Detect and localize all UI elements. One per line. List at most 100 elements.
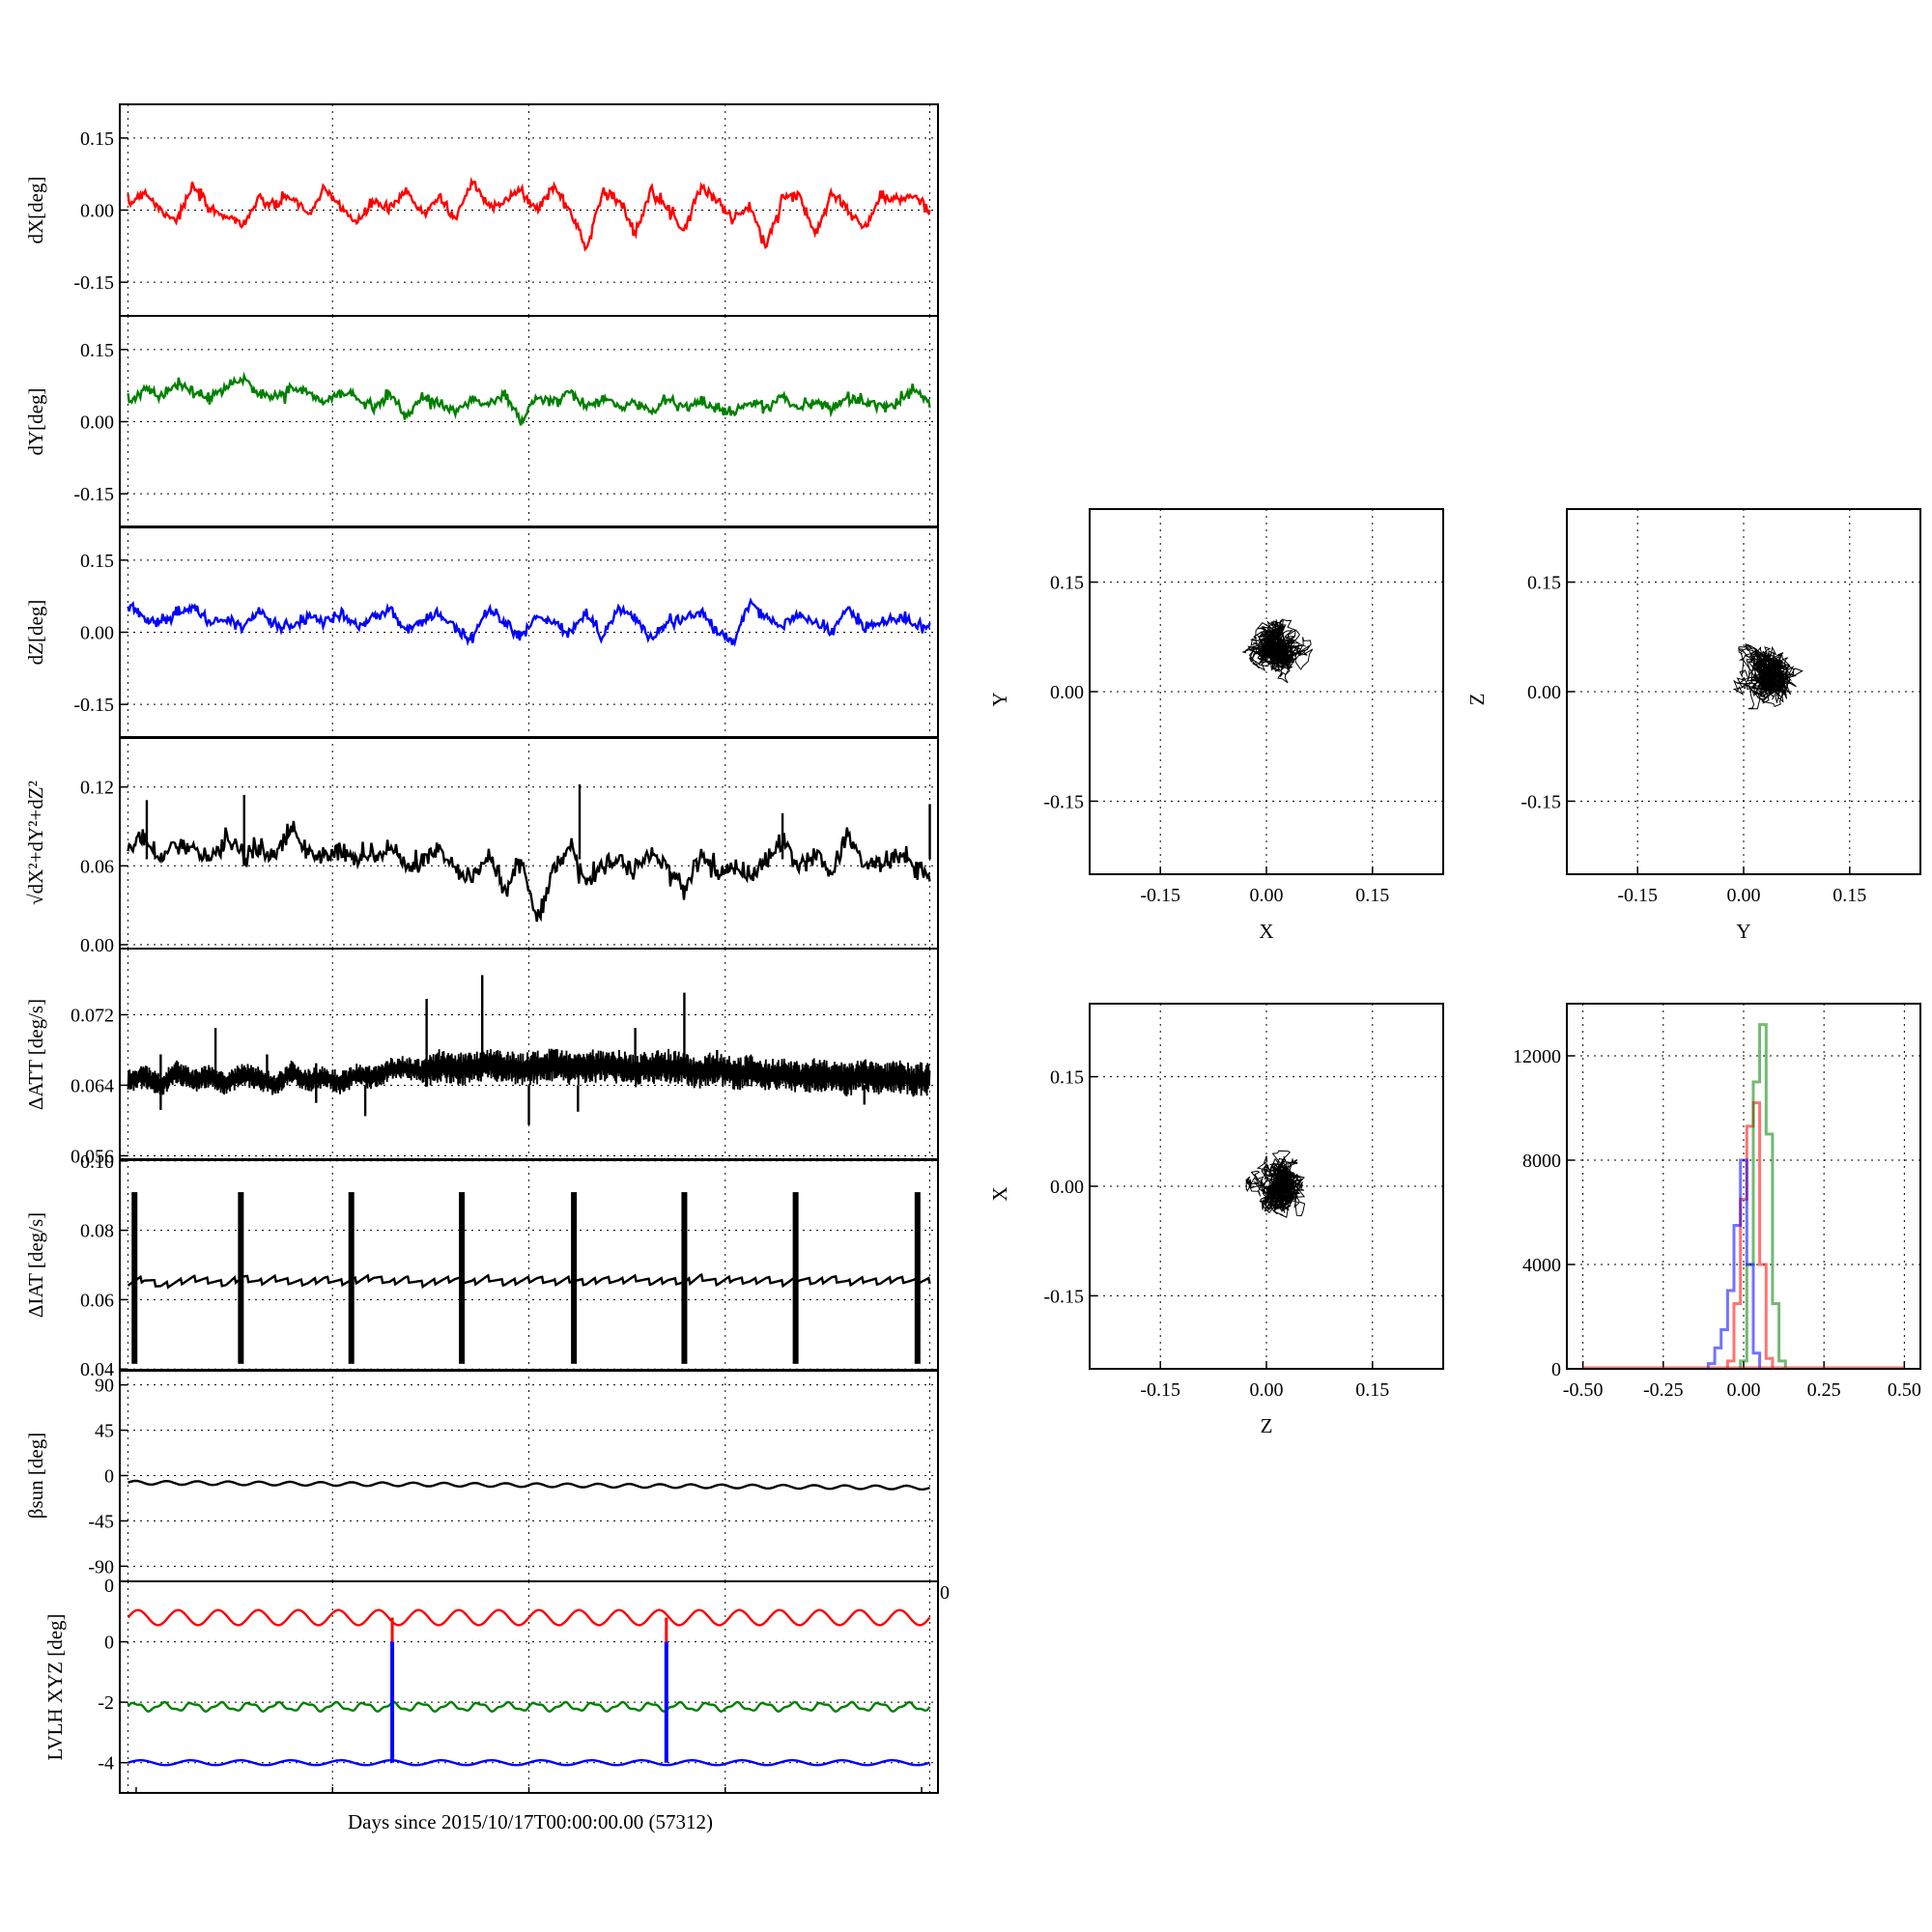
scatter-trace-scatterZX [1245,1150,1306,1218]
bottom-xlabel: Days since 2015/10/17T00:00:00.00 (57312… [348,1810,713,1833]
x-tick-label: 0.25 [1807,1379,1841,1401]
y-tick-label: -0.15 [73,272,114,294]
burst-4 [571,1192,578,1364]
x-tick-label: 0.15 [1355,885,1389,906]
x-tick-label: -0.15 [1140,885,1180,906]
y-tick-label: 0.15 [1527,573,1561,594]
series-line-beta [128,1479,930,1492]
y-tick-label: 0.06 [80,856,114,877]
panel-dY: 0.15 0.00 -0.15 dY[deg] [24,315,939,528]
y-tick-label: -0.15 [1043,791,1084,812]
ylabel-dR: √dX²+dY²+dZ² [24,781,47,905]
burst-7 [914,1192,921,1364]
x-tick-label: 0.00 [1250,885,1284,906]
y-tick-label: 0.00 [1527,682,1561,703]
burst-1 [238,1192,244,1364]
y-tick-label: -4 [98,1753,114,1775]
panel-scatterZX: -0.15 0.00 0.15 0.15 0.00 -0.15 Z X [988,1003,1444,1437]
y-tick-label: 0.04 [80,1359,114,1380]
y-tick-label: 0.06 [80,1290,114,1311]
ylabel-scatterXY: Y [988,692,1011,706]
panel-dZ: 0.15 0.00 -0.15 dZ[deg] [24,526,939,739]
y-tick-label: -90 [88,1556,114,1577]
ylabel-dY: dY[deg] [24,388,47,456]
hist-step-1 [1739,1023,1787,1369]
burst-3 [459,1192,466,1364]
x-tick-label: 0.15 [1355,1379,1389,1401]
burst-5 [681,1192,688,1364]
y-tick-label: 12000 [1513,1046,1561,1067]
ylabel-dX: dX[deg] [24,177,47,244]
series-line-dR [127,820,931,923]
x-tick-label: 0.00 [1250,1379,1284,1401]
y-tick-label: 0 [104,1466,114,1488]
x-tick-label: 0.00 [1727,1379,1761,1401]
series-line-dX [127,177,931,252]
y-tick-label: -45 [88,1511,114,1532]
y-tick-label: -0.15 [73,695,114,716]
panel-beta: 90 45 0 -45 -90 βsun [deg] [24,1369,939,1582]
y-tick-label: 0.15 [80,551,114,572]
series-line-dATT [127,1048,931,1097]
axes-frame [119,948,939,1161]
panel-scatterYZ: -0.15 0.00 0.15 0.15 0.00 -0.15 Y Z [1465,508,1921,943]
y-tick-label: 0 [104,1633,114,1654]
ylabel-dZ: dZ[deg] [24,600,47,666]
y-tick-label: 8000 [1522,1151,1561,1172]
hist-step-2 [1706,1158,1762,1369]
burst-6 [792,1192,799,1364]
axes-frame [119,736,939,950]
y-tick-label: 0 [1551,1359,1561,1380]
x-tick-label: 0.00 [1727,885,1761,906]
xlabel-scatterXY: X [1259,920,1273,943]
xlabel-scatterYZ: Y [1736,920,1750,943]
y-tick-label: -0.15 [1043,1286,1084,1307]
y-tick-label: 0.00 [80,412,114,434]
y-tick-label: 45 [95,1421,114,1442]
y-tick-label: 0.056 [71,1146,114,1167]
y-tick-label: 90 [95,1376,114,1397]
y-tick-label: 0.15 [1050,1067,1084,1089]
x-tick-label: -0.25 [1643,1379,1684,1401]
series-line-dIAT [127,1273,931,1290]
series-line-lvlh-0 [127,1608,931,1627]
burst-2 [348,1192,355,1364]
panel-dR: 0.12 0.06 0.00 √dX²+dY²+dZ² [24,736,939,956]
ylabel-LVLH: LVLH XYZ [deg] [43,1613,67,1760]
y-tick-label: 0.00 [1050,1177,1084,1198]
y-tick-label: 0.072 [71,1005,114,1026]
axes-frame [1089,508,1444,875]
y-tick-label: 0.08 [80,1221,114,1242]
scatter-trace-scatterXY [1241,618,1314,684]
y-tick-label: 0.00 [1050,682,1084,703]
y-tick-label: 0.00 [80,935,114,956]
ylabel-dIAT: ΔIAT [deg/s] [24,1212,47,1318]
y-tick-label: -0.15 [1520,791,1561,812]
panel-LVLH: 0 -2 -4 0 0 LVLH XYZ [deg] [43,1576,950,1794]
ylabel-beta: βsun [deg] [24,1433,47,1519]
y-tick-label: -0.15 [73,484,114,505]
ylabel-dATT: ΔATT [deg/s] [24,999,47,1110]
y-tick-label: -2 [98,1692,114,1714]
axes-frame [1566,508,1921,875]
burst-0 [131,1192,138,1364]
y-tick-label: 0.10 [80,1151,114,1173]
panel-dATT: 0.072 0.064 0.056 ΔATT [deg/s] [24,948,939,1167]
series-line-dY [127,371,931,426]
series-line-dZ [127,597,931,647]
x-tick-label: -0.50 [1563,1379,1604,1401]
scatter-trace-scatterYZ [1732,642,1804,710]
x-tick-label: 0.15 [1833,885,1866,906]
series-line-lvlh-1 [127,1700,931,1713]
y-tick-label: 4000 [1522,1255,1561,1276]
series-line-lvlh-2 [128,1758,930,1767]
y-tick-label: 0.15 [80,340,114,361]
axes-frame [1566,1003,1921,1370]
hist-step-0 [1725,1101,1775,1369]
y-tick-label: 0.064 [71,1075,114,1096]
panel-scatterXY: -0.15 0.00 0.15 0.15 0.00 -0.15 X Y [988,508,1444,943]
y-tick-label: 0.00 [80,201,114,222]
ylabel-scatterZX: X [988,1186,1011,1201]
panel-dIAT: 0.10 0.08 0.06 0.04 ΔIAT [deg/s] [24,1151,939,1380]
